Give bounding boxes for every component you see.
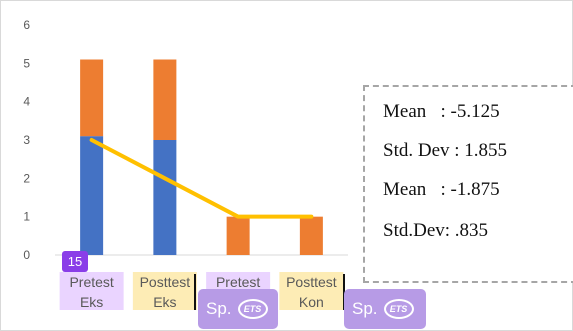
bar-segment-1 (153, 140, 177, 255)
category-divider-1 (194, 274, 196, 310)
x-tick-label: Kon (299, 294, 324, 310)
category-label-highlight (59, 272, 124, 310)
category-label-highlight (279, 272, 344, 310)
y-tick-label: 4 (23, 95, 30, 109)
sp-button-2[interactable]: Sp. ETS (344, 289, 426, 329)
page-badge[interactable]: 15 (62, 251, 88, 272)
x-tick-label: Eks (153, 294, 176, 310)
y-tick-label: 5 (23, 56, 30, 70)
y-tick-label: 6 (23, 18, 30, 32)
y-tick-label: 0 (23, 248, 30, 262)
x-tick-label: Posttest (286, 274, 337, 290)
x-tick-label: Posttest (140, 274, 191, 290)
y-tick-label: 3 (23, 133, 30, 147)
statistics-box: Mean : -5.125 Std. Dev : 1.855 Mean : -1… (363, 85, 573, 283)
sp-button-1[interactable]: Sp. ETS (198, 289, 278, 329)
stat-std-dev-kon: Std.Dev: .835 (383, 220, 489, 241)
x-tick-label: Pretest (216, 274, 260, 290)
sp-button-1-label: Sp. (206, 299, 232, 318)
stat-mean-eks: Mean : -5.125 (383, 101, 500, 122)
x-tick-label: Eks (80, 294, 103, 310)
x-tick-label: Pretest (69, 274, 113, 290)
stat-mean-kon: Mean : -1.875 (383, 179, 500, 200)
bar-segment-2 (153, 59, 177, 140)
bar-segment-1 (80, 136, 104, 255)
sp-button-2-label: Sp. (352, 299, 378, 318)
bar-segment-2 (299, 216, 323, 255)
ets-logo-icon: ETS (383, 299, 414, 319)
y-tick-label: 2 (23, 171, 30, 185)
ets-logo-icon: ETS (237, 299, 268, 319)
stat-std-dev-eks: Std. Dev : 1.855 (383, 140, 508, 161)
y-tick-label: 1 (23, 210, 30, 224)
category-label-highlight (132, 272, 197, 310)
trend-line (89, 138, 314, 219)
bar-segment-2 (226, 216, 250, 255)
bar-segment-2 (80, 59, 104, 137)
